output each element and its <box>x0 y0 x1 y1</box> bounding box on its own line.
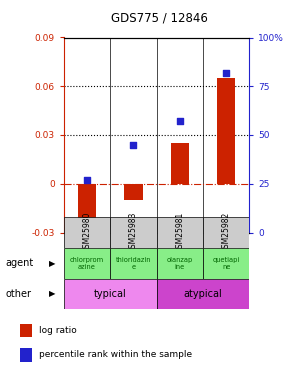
Bar <box>217 78 235 184</box>
Bar <box>20 324 32 337</box>
Text: GSM25983: GSM25983 <box>129 212 138 253</box>
Bar <box>64 279 157 309</box>
Bar <box>110 217 157 248</box>
Text: GSM25980: GSM25980 <box>82 212 92 253</box>
Text: ▶: ▶ <box>49 290 55 298</box>
Bar <box>20 348 32 361</box>
Bar <box>124 184 143 200</box>
Point <box>85 177 89 183</box>
Bar <box>203 248 249 279</box>
Text: typical: typical <box>94 289 126 299</box>
Bar <box>64 248 110 279</box>
Bar <box>110 248 157 279</box>
Text: ▶: ▶ <box>49 259 55 268</box>
Bar <box>157 279 249 309</box>
Bar <box>171 143 189 184</box>
Bar <box>157 217 203 248</box>
Text: other: other <box>6 289 32 299</box>
Text: quetiapi
ne: quetiapi ne <box>213 257 240 270</box>
Text: chlorprom
azine: chlorprom azine <box>70 257 104 270</box>
Text: GDS775 / 12846: GDS775 / 12846 <box>111 11 208 24</box>
Point <box>131 142 136 148</box>
Bar <box>203 217 249 248</box>
Point <box>177 118 182 124</box>
Text: thioridazin
e: thioridazin e <box>116 257 151 270</box>
Text: log ratio: log ratio <box>39 326 76 335</box>
Bar <box>64 217 110 248</box>
Bar <box>78 184 96 241</box>
Point <box>224 70 229 76</box>
Text: GSM25982: GSM25982 <box>222 212 231 253</box>
Text: agent: agent <box>6 258 34 268</box>
Text: GSM25981: GSM25981 <box>175 212 184 253</box>
Text: percentile rank within the sample: percentile rank within the sample <box>39 350 192 359</box>
Text: olanzap
ine: olanzap ine <box>167 257 193 270</box>
Text: atypical: atypical <box>184 289 222 299</box>
Bar <box>157 248 203 279</box>
